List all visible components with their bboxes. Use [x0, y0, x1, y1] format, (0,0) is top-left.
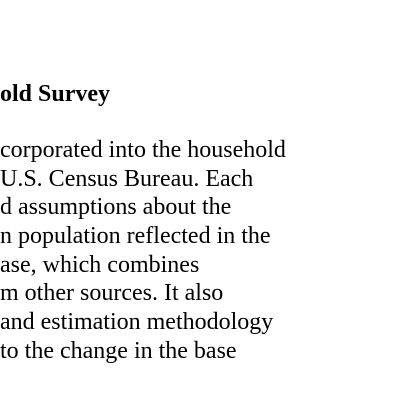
- text-line: d assumptions about the: [0, 194, 232, 221]
- text-line: and estimation methodology: [0, 309, 274, 336]
- text-line: corporated into the household: [0, 137, 286, 163]
- text-line: to the change in the base: [0, 337, 237, 364]
- section-heading: old Survey: [0, 81, 111, 107]
- text-line: n population reflected in the: [0, 223, 271, 250]
- text-line: U.S. Census Bureau. Each: [0, 165, 254, 192]
- text-line: ase, which combines: [0, 251, 200, 278]
- body-paragraph: corporated into the household U.S. Censu…: [0, 136, 286, 366]
- text-line: m other sources. It also: [0, 280, 224, 307]
